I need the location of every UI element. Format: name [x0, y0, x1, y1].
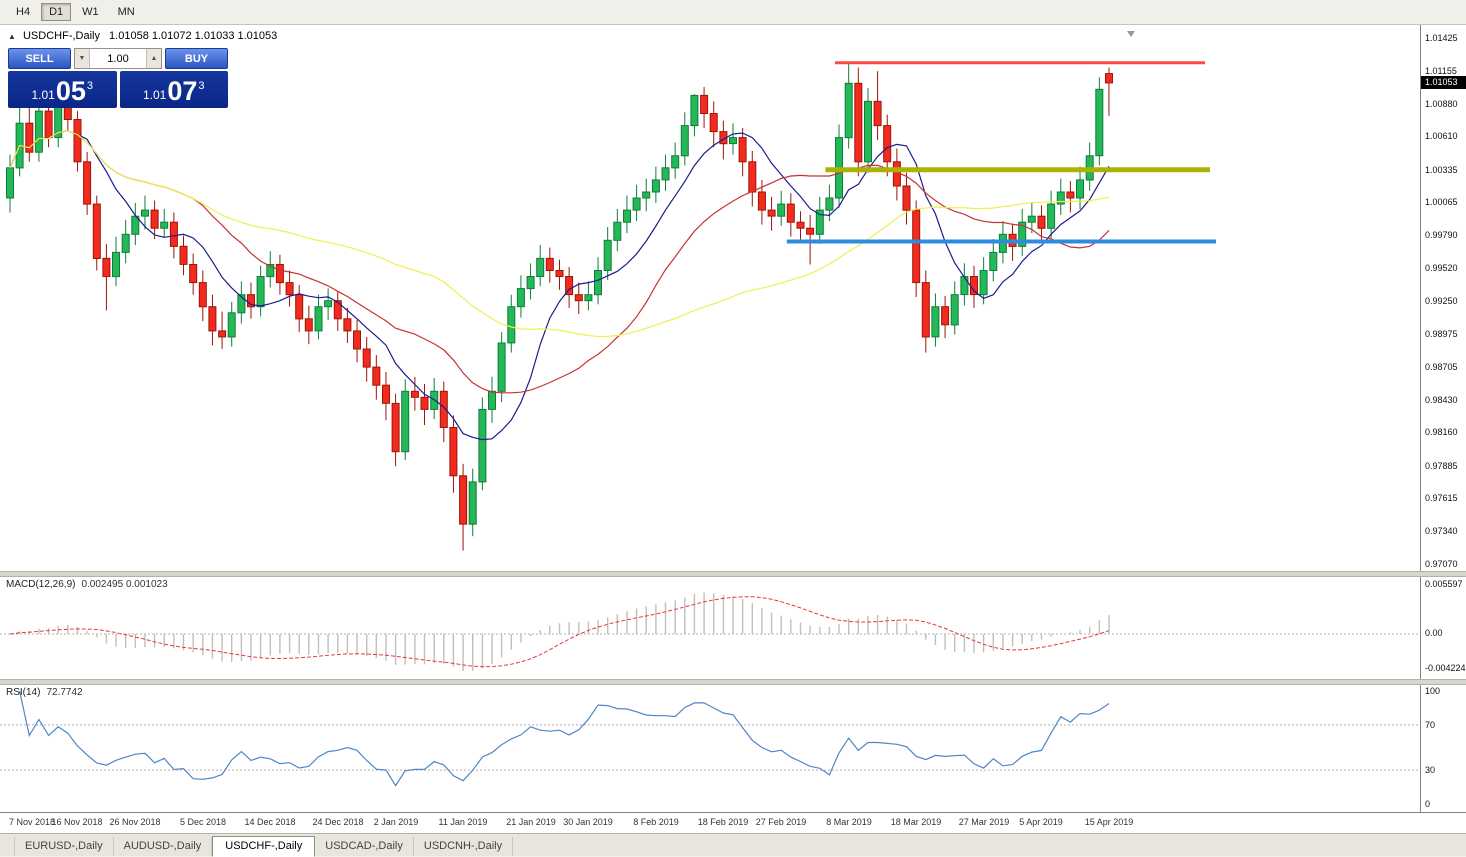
bid-price-display[interactable]: 1.01 05 3 [8, 71, 117, 108]
price-axis-label: 0.98430 [1425, 395, 1458, 405]
price-axis-label: 1.00610 [1425, 131, 1458, 141]
timeframe-tab-h4[interactable]: H4 [16, 6, 31, 18]
rsi-axis-label: 0 [1425, 799, 1431, 809]
current-price-badge: 1.01053 [1421, 76, 1466, 89]
timeframe-tab-d1[interactable]: D1 [41, 3, 72, 21]
date-axis-label: 24 Dec 2018 [312, 817, 364, 827]
price-axis-label: 0.99250 [1425, 296, 1458, 306]
quote-panel-toggle-icon[interactable]: ▲ [8, 32, 16, 41]
timeframe-toolbar: H4 D1 W1 MN [0, 0, 1466, 25]
chart-tab-bar: EURUSD-,Daily AUDUSD-,Daily USDCHF-,Daily U… [0, 833, 1466, 857]
date-axis[interactable]: 7 Nov 2018 16 Nov 2018 26 Nov 2018 5 Dec 20… [0, 812, 1466, 833]
date-axis-label: 18 Feb 2019 [697, 817, 749, 827]
volume-stepper[interactable]: ▼ 1.00 ▲ [74, 48, 162, 69]
macd-canvas[interactable] [0, 577, 1421, 679]
price-axis-label: 0.97340 [1425, 526, 1458, 536]
pane-divider[interactable] [0, 571, 1466, 577]
rsi-value: 72.7742 [46, 687, 83, 698]
timeframe-tab-mn[interactable]: MN [117, 6, 135, 18]
date-axis-label: 7 Nov 2018 [8, 817, 56, 827]
main-chart-canvas[interactable] [0, 25, 1421, 571]
price-axis-label: 1.01425 [1425, 33, 1458, 43]
date-axis-label: 11 Jan 2019 [438, 817, 488, 827]
rsi-axis-label: 100 [1425, 686, 1441, 696]
chart-tab-eurusd-daily[interactable]: EURUSD-,Daily [14, 837, 114, 856]
rsi-axis-label: 70 [1425, 720, 1436, 730]
rsi-header: RSI(14) 72.7742 [6, 687, 83, 698]
main-price-pane[interactable]: ▲ USDCHF-,Daily 1.01058 1.01072 1.01033 … [0, 25, 1466, 571]
price-axis-label: 1.00065 [1425, 197, 1458, 207]
price-axis-label: 0.98160 [1425, 427, 1458, 437]
chart-window: ▲ USDCHF-,Daily 1.01058 1.01072 1.01033 … [0, 25, 1466, 833]
date-axis-label: 16 Nov 2018 [51, 817, 103, 827]
quote-header: ▲ USDCHF-,Daily 1.01058 1.01072 1.01033 … [8, 30, 277, 42]
chart-tab-usdcad-daily[interactable]: USDCAD-,Daily [315, 837, 414, 856]
date-axis-label: 8 Mar 2019 [826, 817, 872, 827]
price-axis-label: 1.00880 [1425, 99, 1458, 109]
volume-decrease-icon[interactable]: ▼ [75, 49, 90, 68]
date-axis-label: 14 Dec 2018 [244, 817, 296, 827]
date-axis-label: 2 Jan 2019 [373, 817, 419, 827]
date-axis-label: 5 Apr 2019 [1019, 817, 1063, 827]
date-axis-label: 27 Mar 2019 [958, 817, 1010, 827]
ask-price-display[interactable]: 1.01 07 3 [119, 71, 228, 108]
macd-axis[interactable]: 0.005597 0.00 -0.004224 [1420, 577, 1466, 679]
rsi-pane[interactable]: RSI(14) 72.7742 100 70 30 0 [0, 685, 1466, 812]
price-axis[interactable]: 1.01053 1.01425 1.01155 1.00880 1.00610 1.00… [1420, 25, 1466, 571]
macd-pane[interactable]: MACD(12,26,9) 0.002495 0.001023 0.005597 0… [0, 577, 1466, 679]
symbol-period-label: USDCHF-,Daily [22, 30, 100, 42]
rsi-axis-label: 30 [1425, 765, 1436, 775]
price-axis-label: 0.98705 [1425, 362, 1458, 372]
date-axis-label: 21 Jan 2019 [506, 817, 556, 827]
date-axis-label: 15 Apr 2019 [1084, 817, 1134, 827]
date-axis-label: 5 Dec 2018 [179, 817, 227, 827]
volume-value[interactable]: 1.00 [107, 52, 129, 65]
date-axis-label: 30 Jan 2019 [563, 817, 613, 827]
chart-shift-marker [1127, 31, 1135, 37]
chart-tab-audusd-daily[interactable]: AUDUSD-,Daily [114, 837, 213, 856]
volume-increase-icon[interactable]: ▲ [146, 49, 161, 68]
rsi-title: RSI(14) [6, 687, 41, 698]
date-axis-label: 18 Mar 2019 [890, 817, 942, 827]
price-axis-label: 0.97885 [1425, 461, 1458, 471]
rsi-canvas[interactable] [0, 685, 1421, 812]
date-axis-label: 8 Feb 2019 [633, 817, 679, 827]
chart-tab-usdchf-daily[interactable]: USDCHF-,Daily [212, 836, 316, 857]
macd-axis-label: -0.004224 [1425, 663, 1466, 673]
sell-button[interactable]: SELL [8, 48, 71, 69]
one-click-trade-panel: SELL ▼ 1.00 ▲ BUY 1.01 05 3 1.01 07 3 [8, 48, 228, 108]
macd-values: 0.002495 0.001023 [81, 579, 168, 590]
price-axis-label: 0.99520 [1425, 263, 1458, 273]
price-axis-label: 0.97070 [1425, 559, 1458, 569]
macd-axis-label: 0.00 [1425, 628, 1443, 638]
macd-header: MACD(12,26,9) 0.002495 0.001023 [6, 579, 168, 590]
date-axis-label: 27 Feb 2019 [755, 817, 807, 827]
pane-divider[interactable] [0, 679, 1466, 685]
chart-tab-usdcnh-daily[interactable]: USDCNH-,Daily [414, 837, 514, 856]
price-axis-label: 1.01155 [1425, 66, 1457, 76]
timeframe-tab-w1[interactable]: W1 [82, 6, 99, 18]
price-axis-label: 0.98975 [1425, 329, 1458, 339]
price-axis-label: 1.00335 [1425, 165, 1458, 175]
date-axis-label: 26 Nov 2018 [109, 817, 161, 827]
rsi-axis[interactable]: 100 70 30 0 [1420, 685, 1466, 812]
buy-button[interactable]: BUY [165, 48, 228, 69]
price-axis-label: 0.99790 [1425, 230, 1458, 240]
macd-title: MACD(12,26,9) [6, 579, 76, 590]
macd-axis-label: 0.005597 [1425, 579, 1463, 589]
ohlc-values: 1.01058 1.01072 1.01033 1.01053 [109, 30, 278, 42]
price-axis-label: 0.97615 [1425, 493, 1458, 503]
